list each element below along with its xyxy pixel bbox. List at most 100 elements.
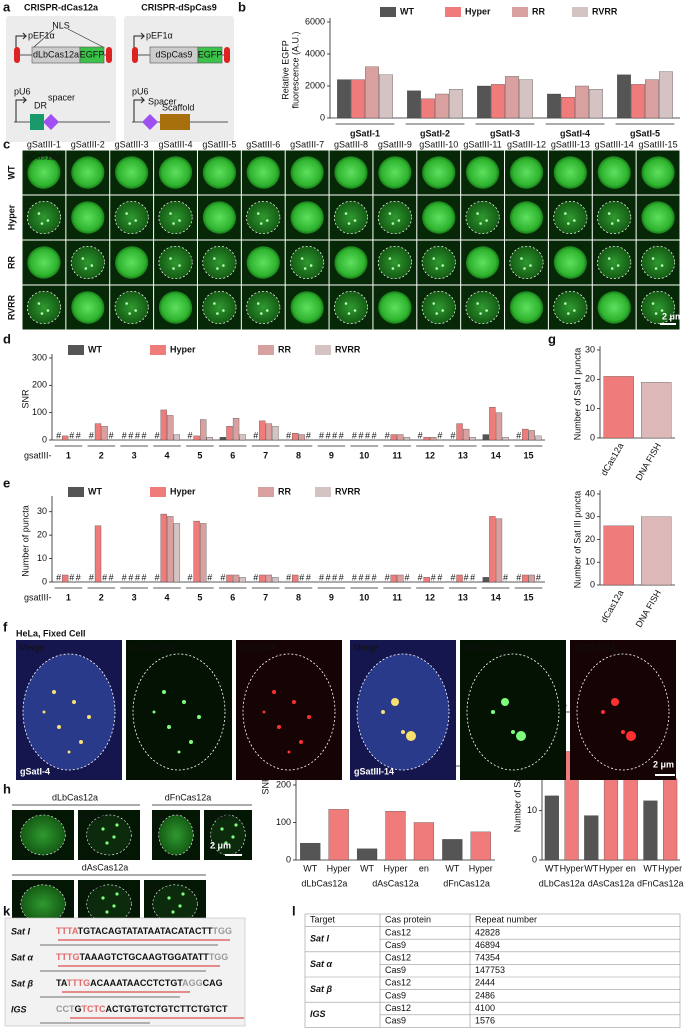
x-tick-label: 2 bbox=[99, 450, 104, 460]
punctum bbox=[353, 219, 357, 222]
nucleus bbox=[202, 156, 237, 189]
nucleus-outline bbox=[597, 200, 632, 235]
no-puncta-mark: # bbox=[188, 572, 193, 582]
punctum bbox=[381, 710, 385, 714]
punctum bbox=[491, 710, 495, 714]
no-puncta-mark: # bbox=[358, 430, 363, 440]
bar bbox=[193, 520, 200, 583]
nucleus bbox=[378, 156, 412, 189]
punctum bbox=[105, 910, 109, 914]
nucleus bbox=[20, 814, 66, 856]
punctum bbox=[564, 212, 567, 215]
punctum bbox=[256, 302, 260, 305]
column-label: gSatIII-13 bbox=[551, 139, 590, 149]
y-tick-label: 20 bbox=[585, 374, 595, 384]
nucleus bbox=[290, 246, 324, 279]
nucleus bbox=[597, 201, 631, 234]
nucleus bbox=[509, 156, 544, 189]
bar bbox=[272, 577, 279, 583]
variant-label: Hyper bbox=[80, 811, 104, 821]
punctum bbox=[607, 212, 611, 215]
no-puncta-mark: # bbox=[286, 430, 291, 440]
punctum bbox=[287, 750, 291, 754]
legend-swatch bbox=[315, 487, 331, 497]
punctum bbox=[181, 892, 185, 896]
punctum bbox=[485, 309, 488, 312]
x-tick-label: 6 bbox=[230, 450, 235, 460]
y-axis-title: Number of Sat I puncta bbox=[512, 740, 522, 833]
x-tick-label: 4 bbox=[165, 592, 170, 602]
bar bbox=[101, 426, 108, 441]
scale-label: 2 μm bbox=[210, 840, 231, 850]
column-label: gSatIII-12 bbox=[507, 139, 546, 149]
sequence-segment: TCTC bbox=[82, 1004, 106, 1014]
nucleus-outline bbox=[26, 290, 61, 325]
x-tick-label: 14 bbox=[491, 450, 501, 460]
x-tick-label: gSatI-3 bbox=[490, 128, 520, 138]
punctum bbox=[231, 835, 235, 839]
bar bbox=[259, 420, 266, 441]
nucleus bbox=[641, 156, 675, 189]
punctum bbox=[432, 302, 436, 305]
nls-pointer bbox=[33, 28, 104, 48]
bar bbox=[522, 428, 529, 441]
sequence: TTTGTAAAGTCTGCAAGTGGATATTTGG bbox=[56, 952, 228, 962]
x-tick-label: gSatI-1 bbox=[350, 128, 380, 138]
group-label: dAsCas12a bbox=[588, 878, 635, 888]
no-puncta-mark: # bbox=[76, 430, 81, 440]
label: NLS bbox=[52, 20, 70, 30]
table-cell: Cas12 bbox=[385, 927, 411, 937]
bar bbox=[663, 778, 678, 861]
no-puncta-mark: # bbox=[253, 430, 258, 440]
table-cell: Cas9 bbox=[385, 965, 406, 975]
punctum bbox=[567, 312, 570, 315]
no-puncta-mark: # bbox=[306, 430, 311, 440]
no-puncta-mark: # bbox=[319, 572, 324, 582]
punctum bbox=[391, 267, 395, 270]
bar bbox=[643, 800, 658, 861]
legend-swatch bbox=[68, 487, 84, 497]
punctum bbox=[259, 312, 263, 315]
y-tick-label: 10 bbox=[585, 403, 595, 413]
nucleus bbox=[290, 291, 324, 324]
x-tick-label: DNA FISH bbox=[634, 441, 663, 482]
y-tick-label: 100 bbox=[32, 407, 47, 417]
y-tick-label: 200 bbox=[32, 380, 47, 390]
legend-label: RR bbox=[278, 344, 291, 354]
punctum bbox=[178, 219, 181, 222]
y-tick-label: 30 bbox=[585, 511, 595, 521]
bar bbox=[449, 89, 463, 119]
nucleus-outline bbox=[356, 653, 450, 771]
label: EGFP bbox=[80, 49, 105, 59]
sequence-box bbox=[4, 917, 246, 1027]
guide-label: gSatIII-14 bbox=[354, 766, 394, 776]
nucleus bbox=[553, 246, 587, 279]
no-puncta-mark: # bbox=[56, 572, 61, 582]
legend-swatch bbox=[572, 7, 588, 17]
nucleus bbox=[422, 201, 456, 234]
x-tick-label: 5 bbox=[197, 450, 202, 460]
nucleus bbox=[465, 291, 500, 324]
nucleus bbox=[378, 246, 412, 279]
punctum bbox=[90, 264, 94, 267]
punctum bbox=[134, 309, 137, 312]
legend-swatch bbox=[315, 345, 331, 355]
bar bbox=[547, 93, 561, 119]
y-axis-title: SNR bbox=[20, 389, 30, 409]
x-tick-label: 8 bbox=[296, 592, 301, 602]
nucleus-outline bbox=[576, 653, 670, 771]
scaffold-box bbox=[160, 114, 190, 130]
label: dLbCas12a bbox=[33, 49, 79, 59]
bar bbox=[641, 382, 672, 439]
punctum bbox=[660, 264, 664, 267]
x-tick-label: 9 bbox=[329, 450, 334, 460]
punctum bbox=[344, 212, 348, 215]
bar bbox=[535, 435, 542, 441]
x-tick-label: gSatI-2 bbox=[420, 128, 450, 138]
punctum bbox=[501, 698, 509, 706]
bar bbox=[495, 412, 503, 441]
punctum bbox=[178, 264, 181, 267]
punctum bbox=[259, 222, 263, 225]
bar bbox=[423, 577, 430, 583]
punctum bbox=[307, 715, 311, 719]
